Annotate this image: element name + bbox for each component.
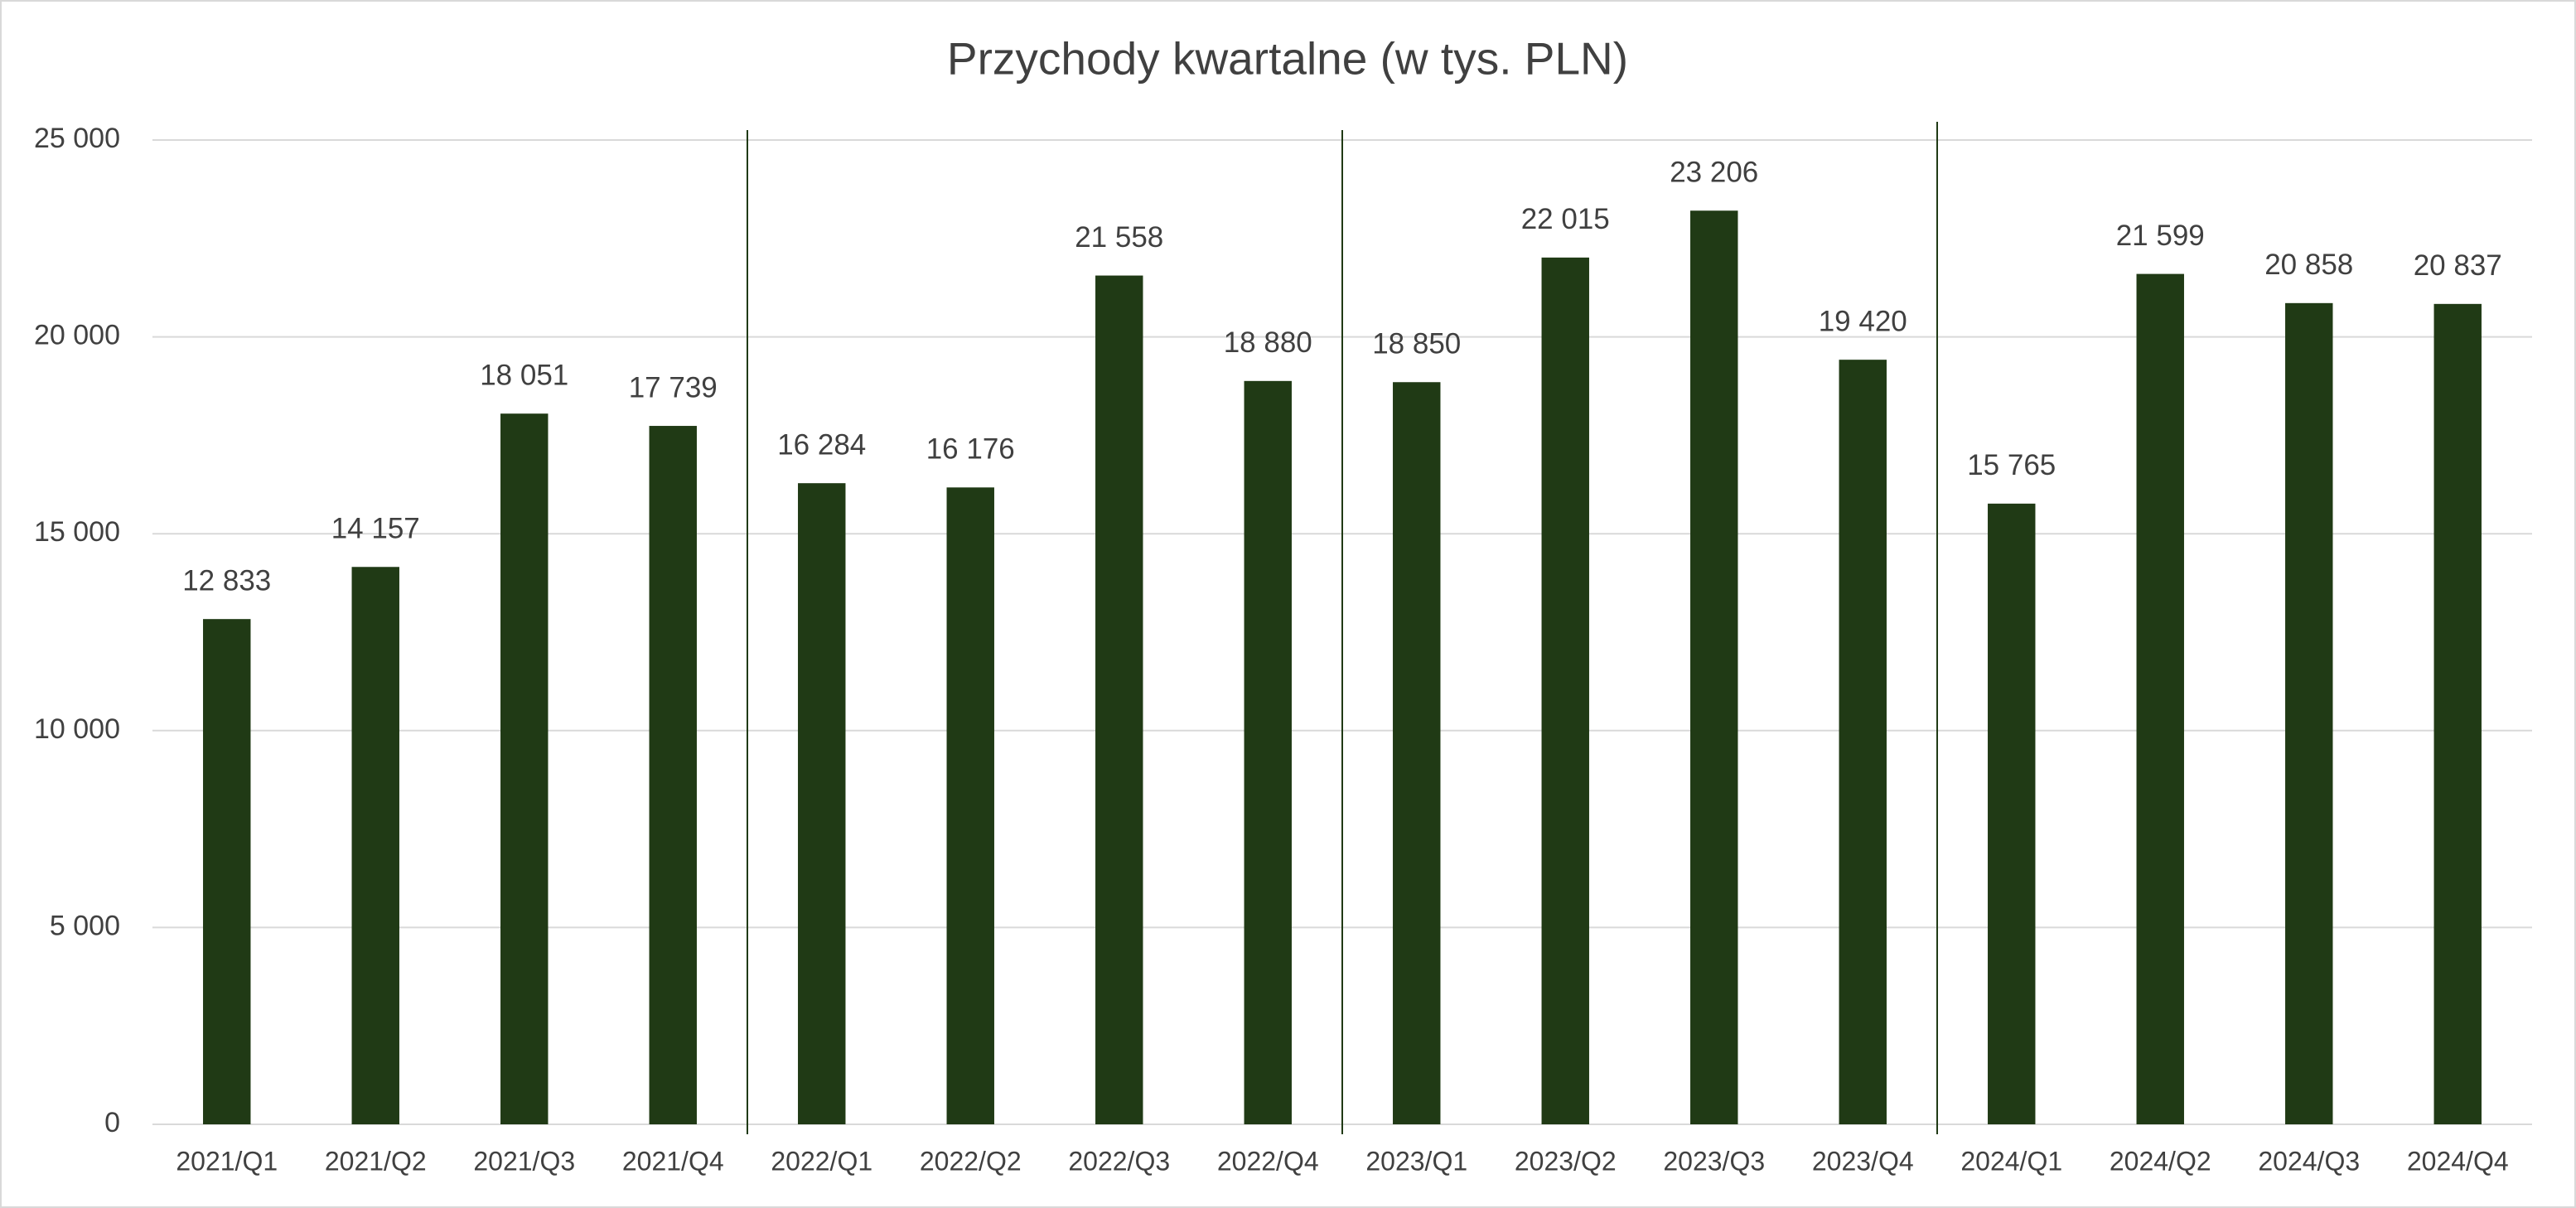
data-label: 12 833 (182, 564, 271, 597)
data-label: 21 599 (2116, 220, 2205, 252)
y-tick-label: 0 (104, 1107, 120, 1138)
x-tick-label: 2022/Q1 (771, 1146, 872, 1176)
data-label: 21 558 (1075, 221, 1163, 254)
bar (2433, 303, 2482, 1124)
y-tick-label: 5 000 (50, 910, 120, 941)
x-tick-label: 2023/Q3 (1663, 1146, 1765, 1176)
data-label: 22 015 (1521, 203, 1610, 235)
x-tick-label: 2024/Q2 (2110, 1146, 2211, 1176)
x-tick-label: 2021/Q4 (622, 1146, 724, 1176)
bar (1690, 210, 1738, 1125)
bar (1541, 257, 1589, 1125)
data-label: 15 765 (1967, 449, 2056, 481)
data-label: 14 157 (331, 513, 420, 545)
x-tick-label: 2022/Q2 (920, 1146, 1022, 1176)
data-label: 16 284 (777, 428, 866, 461)
x-tick-label: 2021/Q3 (473, 1146, 575, 1176)
x-tick-label: 2024/Q4 (2407, 1146, 2509, 1176)
bar (2136, 273, 2184, 1125)
y-tick-label: 10 000 (34, 713, 120, 745)
chart-title: Przychody kwartalne (w tys. PLN) (947, 33, 1628, 85)
data-label: 18 051 (480, 359, 568, 391)
data-label: 17 739 (629, 371, 718, 403)
data-label: 16 176 (926, 433, 1015, 466)
bar (1988, 503, 2036, 1124)
bar (1244, 380, 1292, 1124)
y-tick-label: 15 000 (34, 516, 120, 548)
bar (203, 619, 251, 1124)
data-label: 18 880 (1224, 326, 1312, 359)
bar (798, 483, 846, 1124)
bar (1393, 382, 1441, 1124)
bar (500, 413, 549, 1124)
bar (351, 567, 399, 1124)
data-label: 20 837 (2414, 249, 2502, 282)
x-tick-label: 2024/Q1 (1960, 1146, 2062, 1176)
x-tick-label: 2023/Q1 (1365, 1146, 1467, 1176)
data-label: 19 420 (1819, 305, 1907, 337)
bar (2285, 302, 2333, 1124)
data-label: 20 858 (2264, 249, 2353, 281)
data-label: 18 850 (1372, 327, 1461, 360)
bar (1095, 275, 1143, 1124)
bar (649, 426, 697, 1124)
x-tick-label: 2021/Q2 (325, 1146, 427, 1176)
data-label: 23 206 (1670, 157, 1758, 189)
y-tick-label: 20 000 (34, 320, 120, 351)
x-tick-label: 2021/Q1 (176, 1146, 278, 1176)
bar (1839, 360, 1887, 1124)
x-tick-label: 2022/Q3 (1068, 1146, 1170, 1176)
x-tick-label: 2023/Q4 (1812, 1146, 1914, 1176)
x-tick-label: 2023/Q2 (1515, 1146, 1617, 1176)
x-tick-label: 2022/Q4 (1217, 1146, 1319, 1176)
x-tick-label: 2024/Q3 (2258, 1146, 2360, 1176)
bar (946, 487, 994, 1124)
y-tick-label: 25 000 (34, 123, 120, 154)
